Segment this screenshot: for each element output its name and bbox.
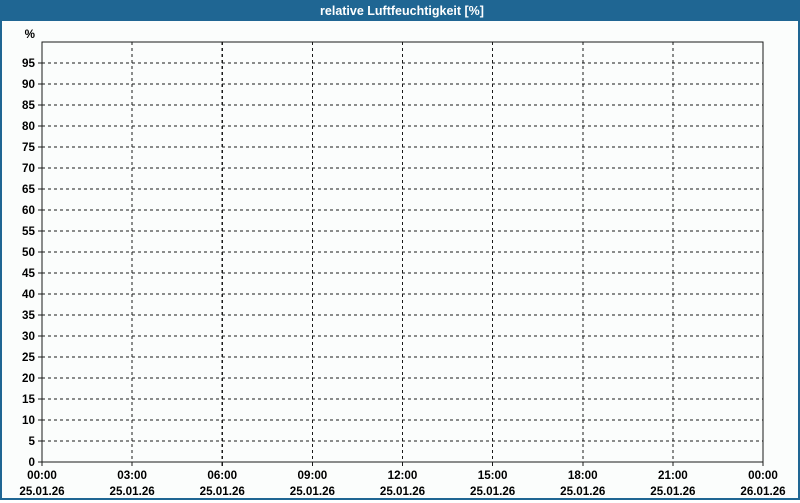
svg-text:90: 90 xyxy=(22,77,35,91)
svg-text:25.01.26: 25.01.26 xyxy=(650,484,696,498)
svg-text:35: 35 xyxy=(22,308,35,322)
svg-text:18:00: 18:00 xyxy=(568,468,598,482)
svg-text:30: 30 xyxy=(22,329,35,343)
svg-text:10: 10 xyxy=(22,413,35,427)
svg-text:26.01.26: 26.01.26 xyxy=(740,484,786,498)
svg-text:25.01.26: 25.01.26 xyxy=(470,484,516,498)
svg-text:65: 65 xyxy=(22,182,35,196)
svg-text:15:00: 15:00 xyxy=(478,468,508,482)
svg-text:00:00: 00:00 xyxy=(748,468,778,482)
svg-text:80: 80 xyxy=(22,119,35,133)
svg-text:25.01.26: 25.01.26 xyxy=(560,484,606,498)
svg-text:25.01.26: 25.01.26 xyxy=(109,484,155,498)
svg-text:25.01.26: 25.01.26 xyxy=(200,484,246,498)
svg-text:50: 50 xyxy=(22,245,35,259)
svg-text:40: 40 xyxy=(22,287,35,301)
svg-text:25.01.26: 25.01.26 xyxy=(380,484,426,498)
svg-text:25: 25 xyxy=(22,350,35,364)
svg-text:25.01.26: 25.01.26 xyxy=(19,484,65,498)
svg-text:95: 95 xyxy=(22,56,35,70)
svg-text:55: 55 xyxy=(22,224,35,238)
svg-text:25.01.26: 25.01.26 xyxy=(290,484,336,498)
svg-text:15: 15 xyxy=(22,392,35,406)
svg-text:00:00: 00:00 xyxy=(27,468,57,482)
svg-text:45: 45 xyxy=(22,266,35,280)
svg-text:70: 70 xyxy=(22,161,35,175)
svg-text:12:00: 12:00 xyxy=(388,468,418,482)
svg-text:75: 75 xyxy=(22,140,35,154)
svg-text:09:00: 09:00 xyxy=(298,468,328,482)
svg-text:%: % xyxy=(25,27,36,41)
svg-text:03:00: 03:00 xyxy=(117,468,147,482)
svg-text:5: 5 xyxy=(29,434,36,448)
svg-text:60: 60 xyxy=(22,203,35,217)
svg-text:85: 85 xyxy=(22,98,35,112)
svg-text:21:00: 21:00 xyxy=(658,468,688,482)
svg-text:20: 20 xyxy=(22,371,35,385)
svg-text:06:00: 06:00 xyxy=(207,468,237,482)
